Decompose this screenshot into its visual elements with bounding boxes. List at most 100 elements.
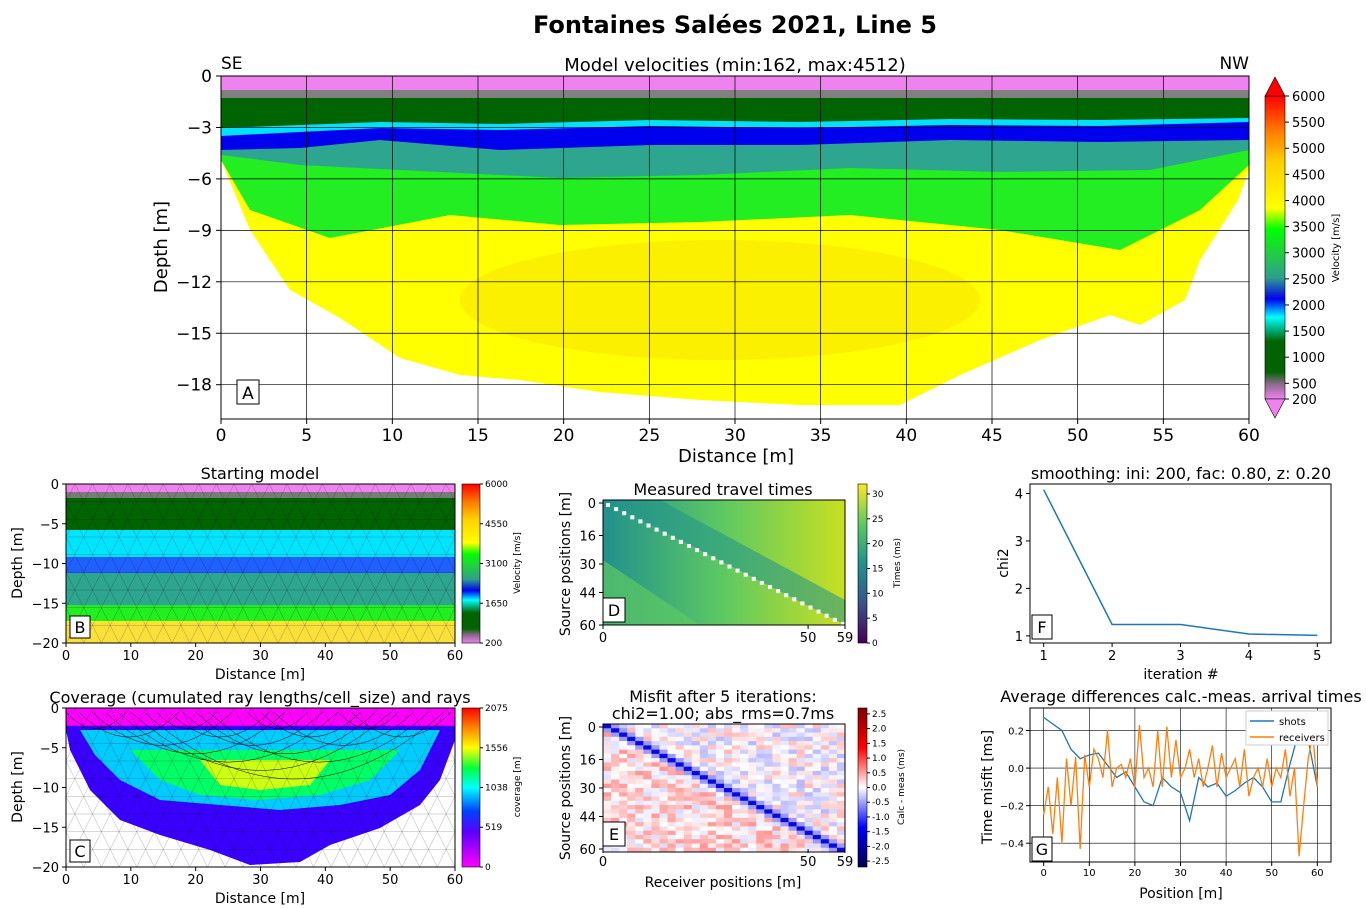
mesh-cell <box>419 831 438 850</box>
mesh-cell <box>74 519 93 538</box>
panel-b-xlabel: Distance [m] <box>215 667 305 683</box>
mesh-cell <box>83 796 102 815</box>
misfit-cell <box>707 779 717 785</box>
panel-b-title: Starting model <box>201 464 320 483</box>
misfit-cell <box>643 813 652 819</box>
misfit-cell <box>788 762 797 768</box>
misfit-cell <box>683 736 693 742</box>
misfit-cell <box>740 809 749 814</box>
misfit-cell <box>659 779 668 785</box>
mesh-cell <box>437 536 455 556</box>
mesh-cell <box>295 572 314 591</box>
misfit-cell <box>780 775 789 780</box>
mesh-cell <box>269 813 288 833</box>
misfit-cell <box>675 843 685 849</box>
misfit-cell <box>627 805 636 810</box>
misfit-cell <box>699 792 709 797</box>
mesh-cell <box>269 708 288 727</box>
misfit-cell <box>772 745 781 750</box>
misfit-cell <box>619 741 628 746</box>
misfit-cell <box>836 788 846 793</box>
mesh-cell <box>83 501 102 520</box>
ytick-label-3: 44 <box>579 810 596 825</box>
misfit-cell <box>804 783 814 789</box>
panel-f-title: smoothing: ini: 200, fac: 0.80, z: 0.20 <box>1031 464 1331 483</box>
misfit-cell <box>780 817 789 823</box>
misfit-cell <box>812 817 822 823</box>
misfit-cell <box>748 766 757 772</box>
misfit-cell <box>820 728 830 733</box>
mesh-cell <box>171 760 191 780</box>
misfit-cell <box>756 847 765 853</box>
misfit-cell <box>740 792 749 797</box>
mesh-cell <box>295 725 314 744</box>
misfit-cell <box>812 770 822 776</box>
mesh-cell <box>92 778 111 797</box>
misfit-cell <box>764 775 773 780</box>
start-layer-1 <box>66 484 455 492</box>
misfit-cell <box>820 788 830 793</box>
misfit-cell <box>756 745 765 750</box>
panel-d-letter-box <box>602 597 626 623</box>
mesh-cell <box>83 760 102 780</box>
ytick-label-3: 44 <box>579 586 596 601</box>
mesh-cell <box>66 484 76 503</box>
cbar-label-1: 2.0 <box>872 725 887 735</box>
misfit-cell <box>764 788 773 793</box>
mesh-cell <box>428 484 447 503</box>
misfit-cell <box>796 762 806 768</box>
mesh-cell <box>330 831 350 850</box>
misfit-cell <box>691 788 701 793</box>
misfit-cell <box>740 788 749 793</box>
cbar-label-5000: 5000 <box>1292 142 1325 157</box>
xtick-label-60: 60 <box>447 873 464 888</box>
misfit-cell <box>788 749 797 755</box>
mesh-cell <box>322 484 341 503</box>
misfit-cell <box>740 762 749 768</box>
misfit-cell <box>683 817 693 823</box>
misfit-cell <box>659 839 668 844</box>
misfit-cell <box>804 736 814 742</box>
diagonal-cell <box>606 503 610 507</box>
misfit-cell <box>788 796 797 802</box>
mesh-cell <box>251 554 270 573</box>
misfit-cell <box>748 796 757 802</box>
misfit-cell <box>812 843 822 849</box>
misfit-cell <box>796 809 806 814</box>
mesh-cell <box>109 813 129 833</box>
misfit-cell <box>796 736 806 742</box>
misfit-cell <box>643 758 652 763</box>
misfit-cell <box>715 770 725 776</box>
misfit-cell <box>780 826 789 832</box>
misfit-cell <box>675 783 685 789</box>
misfit-cell <box>732 753 741 759</box>
misfit-cell <box>643 830 652 836</box>
misfit-cell <box>732 830 741 836</box>
mesh-cell <box>207 796 226 815</box>
mesh-cell <box>366 501 385 520</box>
misfit-cell <box>772 749 781 755</box>
misfit-cell <box>683 779 693 785</box>
misfit-cell <box>812 779 822 785</box>
ray-path <box>143 711 444 780</box>
ytick-label-4: 60 <box>579 619 596 634</box>
misfit-cell <box>619 817 628 823</box>
mesh-cell <box>92 625 111 643</box>
misfit-cell <box>804 813 814 819</box>
misfit-cell <box>732 813 741 819</box>
mesh-cell <box>357 519 376 538</box>
misfit-cell <box>820 843 830 849</box>
misfit-cell <box>836 736 846 742</box>
mesh-cell <box>357 743 376 762</box>
ytick-label-3: −0.4 <box>1000 839 1024 850</box>
misfit-cell <box>667 792 676 797</box>
mesh-cell <box>383 572 403 591</box>
mesh-cell <box>304 625 323 643</box>
misfit-cell <box>748 728 757 733</box>
misfit-cell <box>659 813 668 819</box>
mesh-cell <box>207 572 226 591</box>
misfit-cell <box>828 775 838 780</box>
misfit-cell <box>675 758 685 763</box>
mesh-cell <box>366 725 385 744</box>
misfit-cell <box>748 788 757 793</box>
